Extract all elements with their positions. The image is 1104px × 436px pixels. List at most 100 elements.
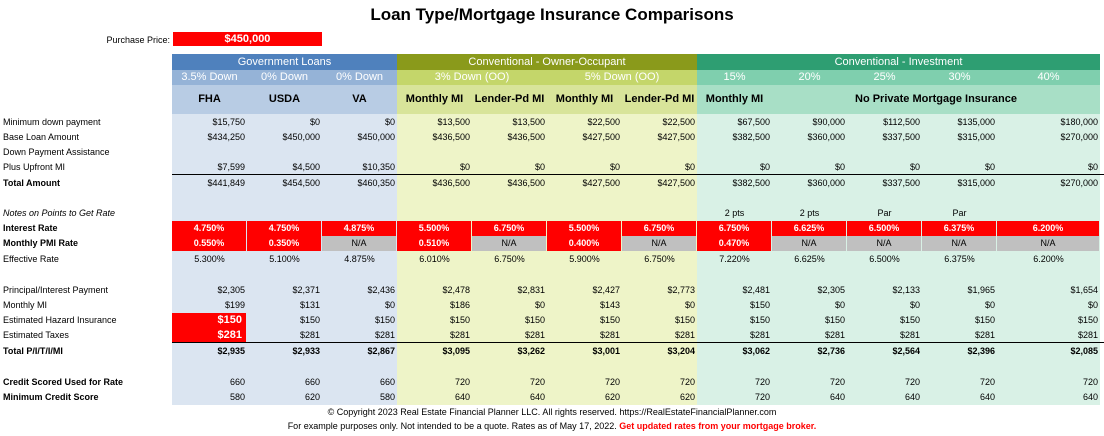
table-row: Base Loan Amount $434,250 $450,000 $450,000… bbox=[0, 130, 1104, 145]
table-cell bbox=[472, 145, 547, 160]
group-header: Conventional - Owner-Occupant bbox=[397, 54, 697, 70]
table-cell: $281 bbox=[599, 330, 620, 340]
editable-input[interactable]: $150 bbox=[172, 313, 246, 328]
column-header: USDA bbox=[247, 85, 322, 114]
row-label bbox=[3, 191, 169, 206]
table-cell: $150 bbox=[1077, 315, 1098, 325]
table-cell bbox=[697, 145, 772, 160]
table-cell: $150 bbox=[599, 315, 620, 325]
table-cell bbox=[997, 206, 1100, 221]
table-cell: $112,500 bbox=[883, 117, 920, 127]
table-cell: 4.750% bbox=[247, 221, 321, 236]
table-cell: $0 bbox=[759, 162, 770, 172]
table-cell: $3,001 bbox=[592, 346, 620, 356]
table-cell: $382,500 bbox=[732, 132, 770, 142]
table-cell: N/A bbox=[772, 236, 846, 251]
table-cell: $3,262 bbox=[517, 346, 545, 356]
table-cell: 2 pts bbox=[724, 208, 745, 218]
table-cell: 0.510% bbox=[397, 236, 471, 251]
table-cell: 720 bbox=[454, 377, 470, 387]
table-cell: $427,500 bbox=[582, 178, 620, 188]
table-cell: N/A bbox=[322, 236, 396, 251]
table-cell: $382,500 bbox=[732, 178, 770, 188]
table-row bbox=[0, 267, 1104, 282]
table-cell: $2,481 bbox=[742, 285, 770, 295]
table-cell: $281 bbox=[524, 330, 545, 340]
table-cell: $427,500 bbox=[657, 132, 695, 142]
table-cell: 0.400% bbox=[547, 236, 621, 251]
table-cell: $90,000 bbox=[812, 117, 845, 127]
table-cell: $315,000 bbox=[957, 178, 995, 188]
row-label: Effective Rate bbox=[3, 254, 59, 264]
row-label: Total P/I/T/I/MI bbox=[3, 346, 63, 356]
table-cell: 5.500% bbox=[397, 221, 471, 236]
table-row bbox=[0, 191, 1104, 206]
table-cell: $2,371 bbox=[292, 285, 320, 295]
column-header: Monthly MI bbox=[547, 85, 622, 114]
sub-header: 0% Down bbox=[322, 70, 397, 85]
table-cell bbox=[847, 145, 922, 160]
table-cell: 0.470% bbox=[697, 236, 771, 251]
table-row: Estimated Hazard Insurance $150 $150 $150 $1… bbox=[0, 313, 1104, 328]
table-cell: 640 bbox=[979, 392, 995, 402]
table-cell bbox=[397, 206, 472, 221]
table-cell: $186 bbox=[449, 300, 470, 310]
table-cell: $0 bbox=[984, 300, 995, 310]
table-cell: 620 bbox=[304, 392, 320, 402]
table-cell bbox=[547, 206, 622, 221]
sub-header: 40% bbox=[997, 70, 1100, 85]
table-cell: $0 bbox=[309, 117, 320, 127]
table-cell: $360,000 bbox=[807, 132, 845, 142]
table-cell: 660 bbox=[379, 377, 395, 387]
table-cell bbox=[922, 145, 997, 160]
table-row: Notes on Points to Get Rate 2 pts 2 pts Par… bbox=[0, 206, 1104, 221]
table-cell: 660 bbox=[304, 377, 320, 387]
table-cell: 720 bbox=[529, 377, 545, 387]
table-cell: $150 bbox=[674, 315, 695, 325]
table-cell: $10,350 bbox=[362, 162, 395, 172]
table-cell: Par bbox=[877, 208, 892, 218]
total-divider bbox=[172, 342, 1104, 343]
table-cell: $22,500 bbox=[662, 117, 695, 127]
table-cell: $441,849 bbox=[207, 178, 245, 188]
table-cell: Par bbox=[952, 208, 967, 218]
column-header: Lender-Pd MI bbox=[622, 85, 697, 114]
table-row: Monthly MI $199 $131 $0 $186 $0 $143 $0 $150 $0 $0… bbox=[0, 298, 1104, 313]
table-cell: $434,250 bbox=[207, 132, 245, 142]
column-header: Monthly MI bbox=[697, 85, 772, 114]
purchase-price-input[interactable]: $450,000 bbox=[173, 32, 322, 46]
table-cell: $460,350 bbox=[357, 178, 395, 188]
table-cell bbox=[247, 206, 322, 221]
no-pmi-header: No Private Mortgage Insurance bbox=[772, 85, 1100, 114]
table-cell: 4.875% bbox=[344, 254, 375, 264]
row-label bbox=[3, 267, 169, 282]
table-cell: $3,204 bbox=[667, 346, 695, 356]
table-cell bbox=[247, 145, 322, 160]
table-row: Principal/Interest Payment $2,305 $2,371 $2… bbox=[0, 283, 1104, 298]
table-cell: $427,500 bbox=[582, 132, 620, 142]
table-cell: N/A bbox=[847, 236, 921, 251]
table-row: Total Amount $441,849 $454,500 $460,350 $436… bbox=[0, 176, 1104, 191]
table-cell: 5.500% bbox=[547, 221, 621, 236]
table-cell: $0 bbox=[684, 300, 695, 310]
table-cell: $2,427 bbox=[592, 285, 620, 295]
table-cell: 620 bbox=[679, 392, 695, 402]
row-label: Estimated Hazard Insurance bbox=[3, 315, 117, 325]
row-label: Down Payment Assistance bbox=[3, 147, 110, 157]
table-cell: $7,599 bbox=[217, 162, 245, 172]
table-row: Monthly PMI Rate 0.550% 0.350% N/A 0.510% N/A… bbox=[0, 236, 1104, 251]
table-cell: $0 bbox=[834, 300, 845, 310]
table-cell: 720 bbox=[679, 377, 695, 387]
table-cell: N/A bbox=[472, 236, 546, 251]
editable-input[interactable]: $281 bbox=[172, 328, 246, 343]
table-row: Minimum down payment $15,750 $0 $0 $13,500 $1… bbox=[0, 115, 1104, 130]
table-cell: $150 bbox=[974, 315, 995, 325]
table-cell: $150 bbox=[824, 315, 845, 325]
table-cell: $2,736 bbox=[817, 346, 845, 356]
table-cell: $2,773 bbox=[667, 285, 695, 295]
table-cell bbox=[172, 145, 247, 160]
row-label: Base Loan Amount bbox=[3, 132, 80, 142]
sub-header: 15% bbox=[697, 70, 772, 85]
table-cell: $281 bbox=[899, 330, 920, 340]
row-label: Minimum Credit Score bbox=[3, 392, 99, 402]
